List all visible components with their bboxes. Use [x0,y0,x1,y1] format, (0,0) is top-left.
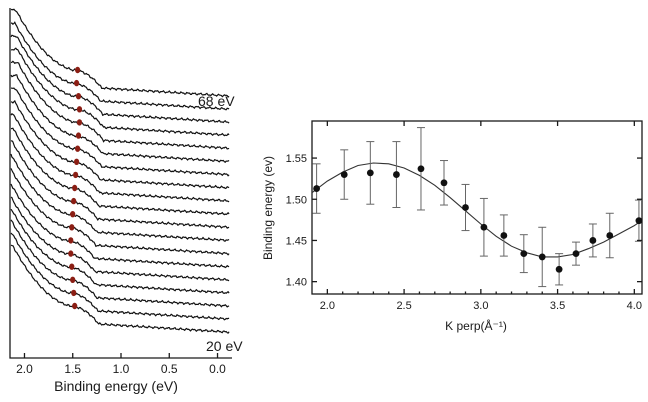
data-point [417,165,425,173]
data-point [366,169,374,177]
peak-marker [75,132,82,139]
left-x-tick-label: 2.0 [16,362,33,376]
data-point [572,250,580,258]
spectrum-curve [10,183,230,269]
peak-marker [72,302,78,310]
right-y-tick-label: 1.55 [286,153,307,165]
right-y-tick-label: 1.50 [286,194,307,206]
right-x-axis-label: K perp(Å⁻¹) [445,318,507,333]
left-x-tick-label: 0.0 [209,362,226,376]
left-x-axis-label: Binding energy (eV) [54,378,178,394]
left-x-tick-label: 0.5 [161,362,178,376]
data-point [440,179,448,187]
peak-marker [71,289,77,297]
spectrum-curve [10,74,230,163]
peak-marker [71,197,77,205]
data-point [555,265,563,273]
right-y-axis-label: Binding energy (ev) [261,156,275,260]
right-x-tick-label: 4.0 [627,300,642,312]
spectrum-curve [10,87,230,177]
data-point [520,250,528,258]
right-x-ticks: 2.0 2.5 3.0 3.5 4.0 [320,121,642,312]
top-photon-energy-label: 68 eV [198,93,235,109]
peak-marker [75,93,82,100]
spectrum-curve [10,112,230,203]
spectrum-curve [10,47,230,137]
spectrum-curve [10,208,230,295]
fit-curve [311,162,643,258]
data-point [462,204,469,211]
data-point [635,217,643,225]
data-point [313,185,321,192]
spectrum-curve [10,34,230,124]
left-axis-frame [9,8,232,359]
spectra-curves [10,8,230,334]
peak-markers [68,66,83,310]
right-y-tick-label: 1.40 [286,277,307,289]
peak-marker [70,276,76,283]
peak-marker [76,106,83,113]
spectrum-curve [10,244,230,334]
right-x-tick-label: 3.0 [473,300,488,312]
right-y-tick-label: 1.45 [286,235,307,247]
spectrum-curve [10,127,230,216]
peak-marker [74,158,80,165]
right-plot-frame [311,120,643,295]
peak-marker [72,184,78,192]
peak-marker [74,79,80,87]
data-point [500,232,508,239]
left-x-tick-label: 1.0 [113,362,130,376]
peak-marker [76,119,83,126]
left-x-ticks: 2.0 1.5 1.0 0.5 0.0 [16,353,226,376]
data-point [606,232,614,239]
peak-marker [75,66,81,74]
data-point [480,223,488,231]
spectrum-curve [10,196,230,282]
spectrum-curve [10,60,230,150]
spectrum-curve [10,153,230,242]
right-x-tick-label: 3.5 [550,300,565,312]
peak-marker [68,237,74,244]
peak-marker [69,263,75,270]
data-point [538,253,546,261]
peak-marker [70,211,76,218]
data-point [589,237,597,244]
right-panel: 2.0 2.5 3.0 3.5 4.0 1.40 1.45 1.50 1.55 K perp(… [261,120,643,333]
left-panel: 2.0 1.5 1.0 0.5 0.0 Binding energy (eV) 68 e… [9,8,243,394]
right-y-ticks: 1.40 1.45 1.50 1.55 [286,153,642,289]
peak-marker [68,250,74,257]
spectrum-curve [10,8,230,98]
spectrum-curve [10,168,230,256]
spectrum-curve [11,21,230,111]
right-x-tick-label: 2.0 [320,300,335,312]
left-x-tick-label: 1.5 [64,362,81,376]
spectrum-curve [10,99,230,190]
peak-marker [73,171,79,179]
right-x-tick-label: 2.5 [396,300,411,312]
bottom-photon-energy-label: 20 eV [206,338,243,354]
data-point [393,171,400,178]
spectrum-curve [10,232,230,321]
spectrum-curve [10,219,230,308]
data-points-group [312,127,643,288]
peak-marker [75,145,81,152]
peak-marker [69,224,75,231]
spectrum-curve [10,140,230,229]
fit-curve-group [311,162,643,258]
data-point [340,171,348,178]
